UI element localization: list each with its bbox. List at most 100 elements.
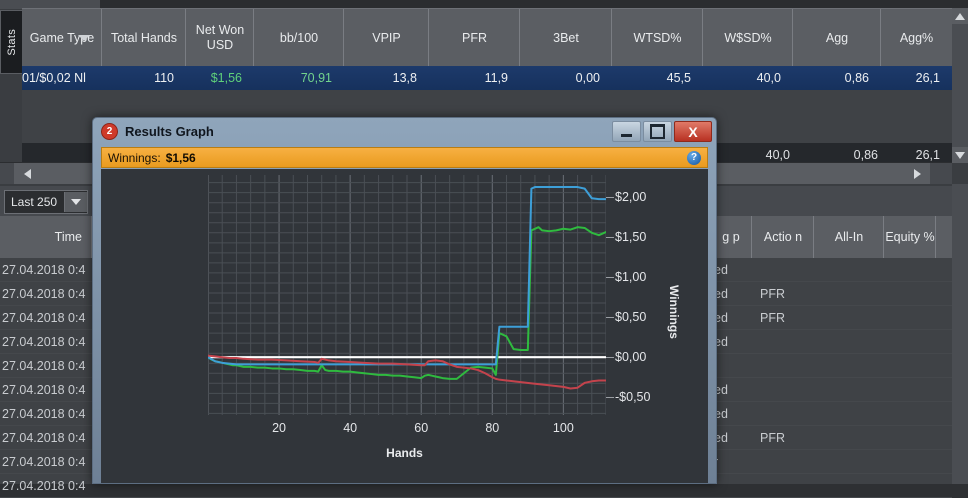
hands-cell-time: 27.04.2018 0:4 [2,334,86,349]
hands-cell-equity [884,474,936,498]
chart-series-rake-showdown [208,354,606,390]
stats-col-vpip[interactable]: VPIP [344,9,429,67]
cell-agg-pct: 26,1 [915,71,940,85]
hands-cell-equity [884,306,936,330]
hands-cell-time: 27.04.2018 0:4 [2,262,86,277]
chart-x-tick-label: 80 [485,421,500,435]
hands-col-action[interactable]: Actio n [752,216,814,258]
stats-col-wssd[interactable]: W$SD% [703,9,793,67]
scroll-up-icon[interactable] [952,8,968,24]
stats-col-game-type-label: Game Type [29,30,95,45]
chart-x-tick-label: 20 [272,421,287,435]
scroll-left-icon[interactable] [14,163,40,185]
chart-y-tick-label: $1,50 [615,229,647,244]
stats-col-net-won[interactable]: Net Won USD [186,9,254,67]
chart-y-tickmark [606,397,614,399]
results-chart: -$0,50 $0,00 $0,50 $1,00 $1,50 $2,00 20 40 60 80… [101,169,708,483]
app-badge-icon: 2 [101,123,118,140]
scroll-right-icon[interactable] [904,163,930,185]
hands-col-time[interactable]: Time [0,216,92,258]
cell-wtsd: 45,5 [666,71,691,85]
summary-wssd: 40,0 [765,148,790,162]
stats-col-3bet[interactable]: 3Bet [520,9,612,67]
hands-cell-action [752,258,814,282]
hands-cell-action [752,450,814,474]
stats-col-game-type[interactable]: Game Type [22,9,102,67]
chevron-down-icon[interactable] [64,192,87,212]
minimize-button[interactable] [612,121,641,142]
stats-table-row-selected[interactable]: 01/$0,02 Nl 110 $1,56 70,91 13,8 11,9 0,… [22,66,952,90]
chart-y-tickmark [606,276,614,278]
hands-cell-action [752,330,814,354]
chart-x-tick-label: 40 [343,421,358,435]
chart-x-tick-label: 60 [414,421,429,435]
stats-col-total-hands[interactable]: Total Hands [102,9,186,67]
hands-cell-equity [884,378,936,402]
hands-cell-action [752,402,814,426]
hands-cell-allin [814,282,884,306]
stats-col-pfr[interactable]: PFR [429,9,520,67]
winnings-label: Winnings: [108,150,161,165]
hands-cell-pos: ed [714,334,728,349]
hands-col-equity[interactable]: Equity % [884,216,936,258]
scroll-down-icon[interactable] [952,147,968,163]
hands-cell-equity [884,282,936,306]
hands-cell-allin [814,474,884,498]
hands-cell-action: PFR [760,430,785,445]
chevron-down-icon [78,35,90,41]
hands-cell-pos: ed [714,262,728,277]
stats-col-agg-pct[interactable]: Agg% [899,30,934,45]
chart-y-tick-label: $2,00 [615,189,647,204]
stats-col-wtsd[interactable]: WTSD% [612,9,703,67]
chart-x-tick-label: 100 [552,421,574,435]
sidebar-tab-stats[interactable]: Stats [0,10,24,74]
dialog-title: Results Graph [125,124,214,139]
chart-y-tick-label: -$0,50 [615,390,651,405]
close-button[interactable]: X [674,121,712,142]
cell-agg: 0,86 [844,71,869,85]
hands-cell-pos: ed [714,382,728,397]
hands-cell-pos: ed [714,286,728,301]
hands-cell-action [752,354,814,378]
hands-cell-equity [884,330,936,354]
results-graph-dialog[interactable]: 2 Results Graph X Winnings: $1,56 ? -$0,… [92,117,717,484]
winnings-bar: Winnings: $1,56 ? [101,147,708,168]
hands-col-pos[interactable]: g p [710,216,752,258]
stats-vertical-scrollbar[interactable] [952,8,968,163]
help-icon[interactable]: ? [687,150,701,165]
hands-vertical-scrollbar[interactable] [952,184,968,484]
hands-cell-action [752,474,814,498]
hands-cell-time: 27.04.2018 0:4 [2,286,86,301]
app-tab-strip [0,0,100,9]
stats-col-agg[interactable]: Agg [793,9,881,67]
dialog-title-bar[interactable]: 2 Results Graph X [93,118,716,145]
chart-series-expected-value [208,186,606,366]
cell-pfr: 11,9 [484,71,508,85]
hands-cell-equity [884,258,936,282]
hands-cell-equity [884,402,936,426]
chart-y-tick-label: $0,50 [615,310,647,325]
cell-net-won: $1,56 [210,71,242,85]
hands-cell-equity [884,450,936,474]
hands-cell-allin [814,426,884,450]
hands-cell-pos: ed [714,430,728,445]
cell-game-type: 01/$0,02 Nl [22,71,86,85]
hands-cell-equity [884,426,936,450]
cell-total-hands: 110 [154,71,174,85]
chart-y-tickmark [606,317,614,319]
hands-col-allin[interactable]: All-In [814,216,884,258]
hands-cell-time: 27.04.2018 0:4 [2,430,86,445]
maximize-button[interactable] [643,121,672,142]
hands-range-select[interactable]: Last 250 [4,190,88,214]
cell-vpip: 13,8 [392,71,417,85]
hands-cell-allin [814,330,884,354]
chart-x-axis-label: Hands [386,446,423,460]
summary-agg: 0,86 [853,148,878,162]
chart-y-tick-label: $0,00 [615,350,647,365]
chart-plot-area [208,175,606,415]
hands-cell-equity [884,354,936,378]
hands-cell-time: 27.04.2018 0:4 [2,382,86,397]
app-top-strip [0,0,968,8]
stats-col-bb100[interactable]: bb/100 [254,9,344,67]
hands-cell-allin [814,450,884,474]
